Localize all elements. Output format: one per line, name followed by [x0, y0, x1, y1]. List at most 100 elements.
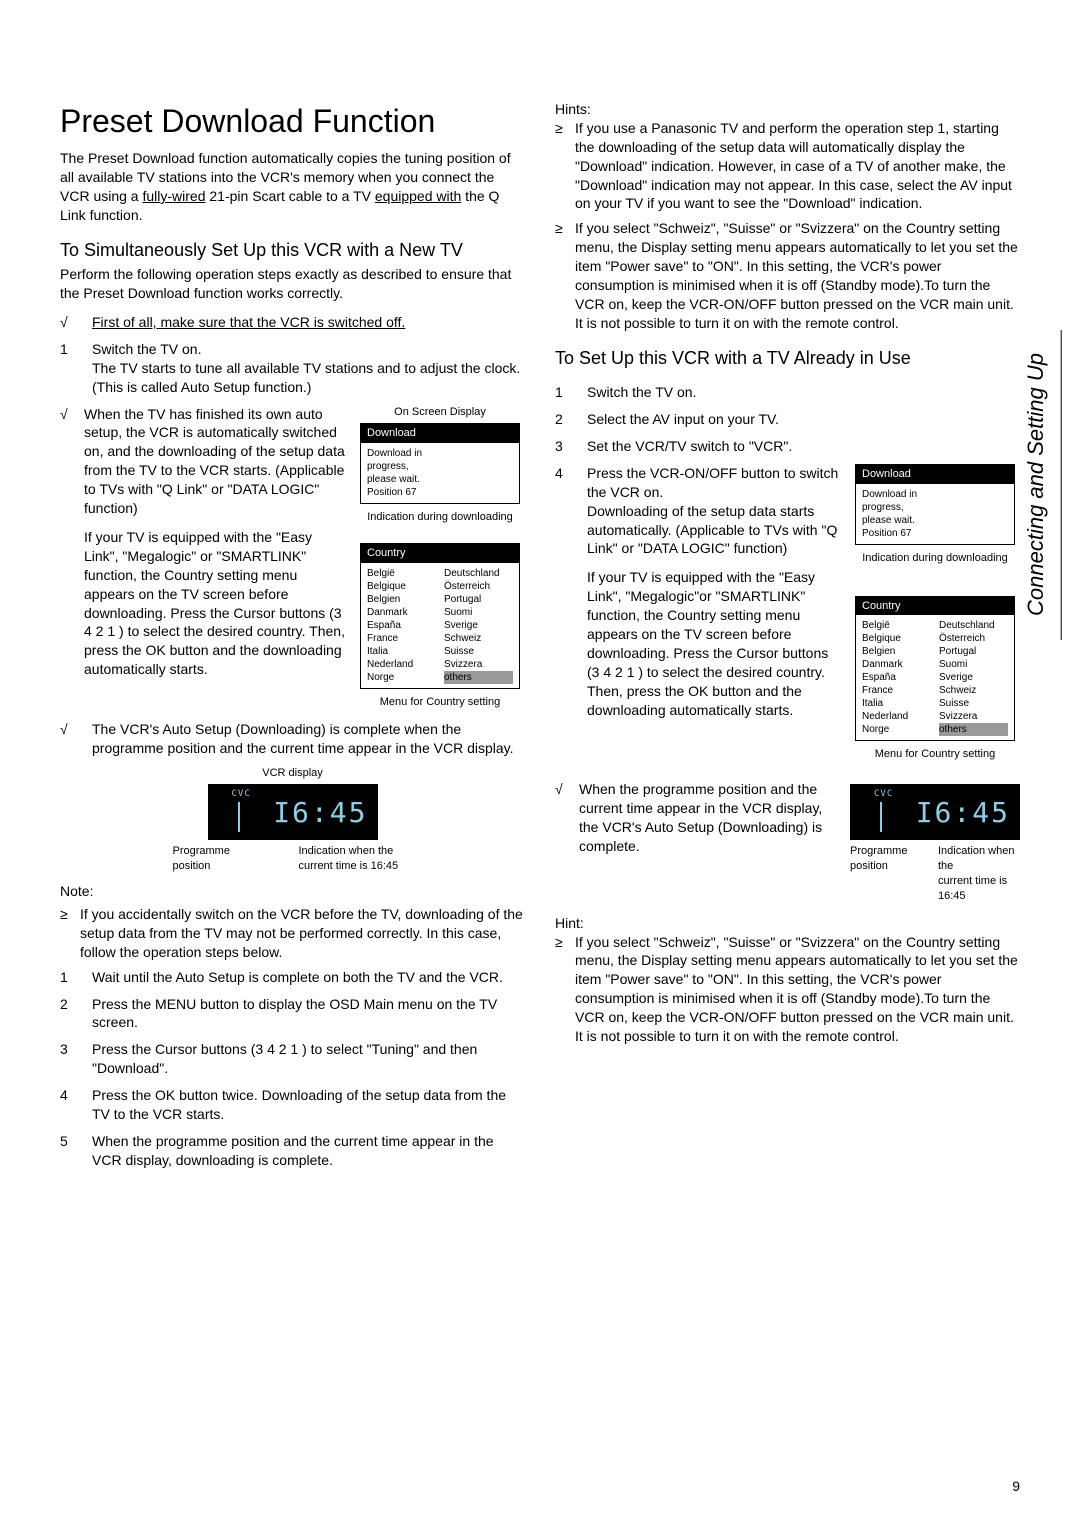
- step1-line-c: (This is called Auto Setup function.): [92, 378, 525, 397]
- country-item: Suomi: [939, 658, 1008, 671]
- vcr-labels: Programme position Indication when the c…: [173, 844, 413, 874]
- country-item: Italia: [862, 697, 931, 710]
- vcr-time: I6:45: [916, 794, 1010, 832]
- sec2-step4-body: Press the VCR-ON/OFF button to switch th…: [587, 464, 1020, 772]
- note-step5: 5 When the programme position and the cu…: [60, 1132, 525, 1170]
- check-icon: √: [60, 405, 74, 710]
- osd-line3: please wait.: [367, 473, 513, 486]
- osd-line2: progress,: [367, 460, 513, 473]
- country-item: Schweiz: [444, 632, 513, 645]
- sec2-step1-text: Switch the TV on.: [587, 383, 1020, 402]
- country-item: Belgique: [367, 580, 436, 593]
- country-item: España: [367, 619, 436, 632]
- country-item: Belgien: [367, 593, 436, 606]
- step-number: 2: [60, 995, 74, 1033]
- osd-caption-top: On Screen Display: [355, 405, 525, 420]
- bullet-icon: ≥: [555, 119, 567, 213]
- osd-caption-bottom: Indication during downloading: [850, 551, 1020, 566]
- note-step2: 2 Press the MENU button to display the O…: [60, 995, 525, 1033]
- country-item: Schweiz: [939, 684, 1008, 697]
- vcr-right-b: current time is 16:45: [299, 859, 413, 874]
- country-item: Sverige: [444, 619, 513, 632]
- vcr-display-figure: VCR display CVC I6:45 Programme position…: [60, 766, 525, 875]
- country-item: Portugal: [939, 645, 1008, 658]
- hint-block-2: Hint: ≥ If you select "Schweiz", "Suisse…: [555, 914, 1020, 1046]
- country-item: België: [367, 567, 436, 580]
- country-body: BelgiëBelgiqueBelgienDanmarkEspañaFrance…: [856, 615, 1014, 740]
- step1-line-b: The TV starts to tune all available TV s…: [92, 359, 525, 378]
- country-item: Belgien: [862, 645, 931, 658]
- country-body: BelgiëBelgiqueBelgienDanmarkEspañaFrance…: [361, 563, 519, 688]
- sec2-step4-row1: Press the VCR-ON/OFF button to switch th…: [587, 464, 1020, 762]
- step-number: 1: [60, 968, 74, 987]
- hint2-text: If you select "Schweiz", "Suisse" or "Sv…: [575, 219, 1020, 332]
- country-box: Country BelgiëBelgiqueBelgienDanmarkEspa…: [360, 543, 520, 689]
- note-step5-text: When the programme position and the curr…: [92, 1132, 525, 1170]
- check-icon: √: [60, 313, 74, 332]
- osd-body: Download in progress, please wait. Posit…: [856, 484, 1014, 544]
- page-title: Preset Download Function: [60, 100, 525, 143]
- figure-column: On Screen Display Download Download in p…: [355, 405, 525, 710]
- intro-text-2: 21-pin Scart cable to a TV: [206, 188, 375, 204]
- step-body: Switch the TV on. The TV starts to tune …: [92, 340, 525, 397]
- vcr-left-label: Programme position: [850, 844, 932, 903]
- note-step3-text: Press the Cursor buttons (3 4 2 1 ) to s…: [92, 1040, 525, 1078]
- country-item: others: [444, 671, 513, 684]
- bullet-icon: ≥: [555, 219, 567, 332]
- vcr-caption: VCR display: [60, 766, 525, 781]
- step1-line-a: Switch the TV on.: [92, 340, 525, 359]
- country-item: Svizzera: [444, 658, 513, 671]
- country-item: Belgique: [862, 632, 931, 645]
- check2-text: When the TV has finished its own auto se…: [84, 405, 345, 518]
- country-item: Nederland: [367, 658, 436, 671]
- hint1-text: If you use a Panasonic TV and perform th…: [575, 119, 1020, 213]
- intro-underline-2: equipped with: [375, 188, 461, 204]
- step-number: 4: [555, 464, 569, 772]
- country-item: Danmark: [862, 658, 931, 671]
- osd-line1: Download in: [367, 447, 513, 460]
- hints-heading: Hints:: [555, 100, 1020, 119]
- country-header: Country: [361, 544, 519, 563]
- check2-text-block: When the TV has finished its own auto se…: [84, 405, 345, 710]
- country-right-col: DeutschlandÖsterreichPortugalSuomiSverig…: [939, 619, 1008, 736]
- country-item: Suisse: [444, 645, 513, 658]
- sec2-step2: 2 Select the AV input on your TV.: [555, 410, 1020, 429]
- section1-para: Perform the following operation steps ex…: [60, 265, 525, 303]
- osd-line4: Position 67: [862, 527, 1008, 540]
- note-step4: 4 Press the OK button twice. Downloading…: [60, 1086, 525, 1124]
- hint1-row: ≥ If you use a Panasonic TV and perform …: [555, 119, 1020, 213]
- country-item: Österreich: [444, 580, 513, 593]
- prereq-text: First of all, make sure that the VCR is …: [92, 313, 525, 332]
- note-step1: 1 Wait until the Auto Setup is complete …: [60, 968, 525, 987]
- vcr-panel: CVC I6:45: [208, 784, 378, 840]
- country-item: Österreich: [939, 632, 1008, 645]
- step-number: 1: [555, 383, 569, 402]
- osd-body: Download in progress, please wait. Posit…: [361, 443, 519, 503]
- country-left-col: BelgiëBelgiqueBelgienDanmarkEspañaFrance…: [367, 567, 436, 684]
- note-bullet1: ≥ If you accidentally switch on the VCR …: [60, 905, 525, 962]
- country-item: France: [367, 632, 436, 645]
- sec2-check-text: When the programme position and the curr…: [579, 780, 840, 903]
- osd-line4: Position 67: [367, 486, 513, 499]
- note-step1-text: Wait until the Auto Setup is complete on…: [92, 968, 525, 987]
- step-number: 4: [60, 1086, 74, 1124]
- sec2-step4-text: Press the VCR-ON/OFF button to switch th…: [587, 464, 840, 762]
- country-right-col: DeutschlandÖsterreichPortugalSuomiSverig…: [444, 567, 513, 684]
- sec2-step3: 3 Set the VCR/TV switch to "VCR".: [555, 437, 1020, 456]
- country-item: Deutschland: [939, 619, 1008, 632]
- country-item: Italia: [367, 645, 436, 658]
- step-number: 5: [60, 1132, 74, 1170]
- country-item: Suisse: [939, 697, 1008, 710]
- vcr-time: I6:45: [273, 794, 367, 832]
- page-number: 9: [1012, 1477, 1020, 1496]
- country-item: España: [862, 671, 931, 684]
- section1-prereq: √ First of all, make sure that the VCR i…: [60, 313, 525, 332]
- osd-download-box: Download Download in progress, please wa…: [855, 464, 1015, 545]
- section2-title: To Set Up this VCR with a TV Already in …: [555, 347, 1020, 370]
- hint2-row: ≥ If you select "Schweiz", "Suisse" or "…: [555, 219, 1020, 332]
- check-icon: √: [555, 780, 569, 903]
- country-item: Sverige: [939, 671, 1008, 684]
- country-caption: Menu for Country setting: [850, 747, 1020, 762]
- osd-line2: progress,: [862, 501, 1008, 514]
- vcr-labels: Programme position Indication when the c…: [850, 844, 1020, 903]
